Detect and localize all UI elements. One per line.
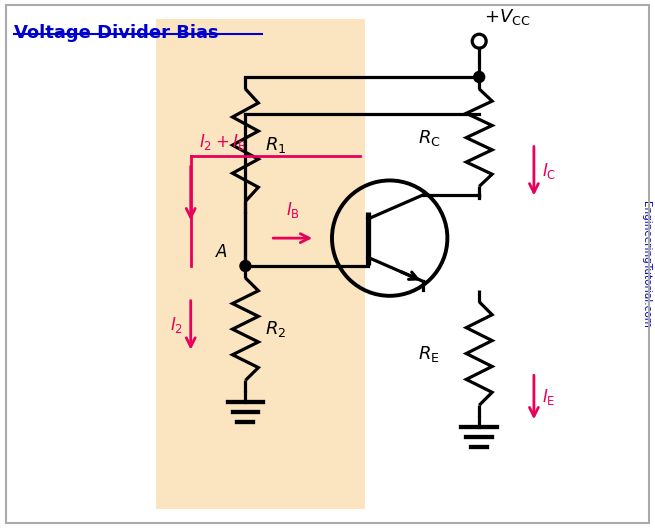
Text: A: A	[216, 243, 227, 261]
Text: $I_2 + I_{\rm B}$: $I_2 + I_{\rm B}$	[198, 131, 246, 152]
Text: $R_2$: $R_2$	[265, 319, 287, 339]
Circle shape	[240, 260, 251, 271]
Text: $R_{\rm E}$: $R_{\rm E}$	[417, 344, 439, 363]
Text: $I_{\rm E}$: $I_{\rm E}$	[542, 388, 555, 407]
Text: $I_{\rm B}$: $I_{\rm B}$	[286, 200, 300, 220]
Text: $R_1$: $R_1$	[265, 135, 287, 155]
Text: EngineeringTutorial.com: EngineeringTutorial.com	[641, 201, 651, 327]
Bar	[156, 20, 365, 508]
Circle shape	[474, 71, 485, 82]
Text: $I_{\rm C}$: $I_{\rm C}$	[542, 161, 556, 181]
Text: $R_{\rm C}$: $R_{\rm C}$	[417, 128, 440, 148]
Text: $I_2$: $I_2$	[170, 315, 183, 335]
Text: Voltage Divider Bias: Voltage Divider Bias	[14, 24, 218, 42]
Text: $+V_{\rm CC}$: $+V_{\rm CC}$	[484, 7, 531, 27]
